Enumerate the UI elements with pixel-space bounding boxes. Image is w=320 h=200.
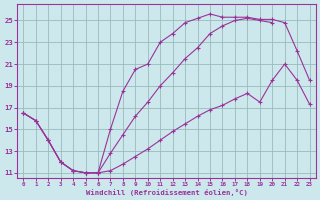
X-axis label: Windchill (Refroidissement éolien,°C): Windchill (Refroidissement éolien,°C) xyxy=(85,189,247,196)
